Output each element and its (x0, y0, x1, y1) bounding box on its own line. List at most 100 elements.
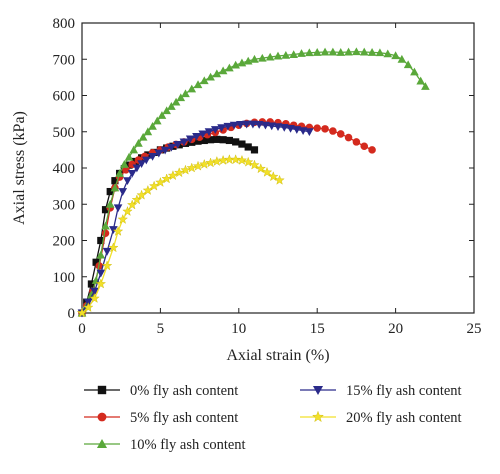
data-point (200, 136, 208, 145)
legend-item: 0% fly ash content (84, 383, 238, 399)
data-point (108, 242, 119, 253)
data-point (194, 137, 202, 145)
data-point (126, 199, 138, 210)
data-point (105, 199, 115, 208)
y-tick-label: 800 (53, 16, 76, 32)
data-point (142, 185, 154, 195)
data-point (321, 125, 329, 133)
y-tick-label: 600 (53, 89, 76, 105)
data-point (267, 122, 277, 131)
series-line (81, 121, 373, 314)
data-point (148, 121, 157, 130)
data-point (111, 177, 119, 185)
data-point (162, 106, 171, 115)
data-point (102, 247, 112, 256)
data-point (127, 169, 137, 178)
data-point (112, 225, 124, 236)
data-point (204, 128, 214, 137)
data-point (279, 123, 289, 132)
data-point (273, 123, 283, 131)
legend-label: 15% fly ash content (346, 383, 462, 399)
data-point (274, 174, 285, 185)
data-point (261, 166, 273, 177)
data-point (90, 287, 99, 296)
data-point (117, 214, 128, 224)
data-point (110, 183, 120, 192)
data-point (89, 293, 100, 303)
data-point (344, 133, 353, 142)
data-point (305, 48, 314, 57)
data-point (286, 125, 295, 133)
data-point (198, 130, 208, 139)
data-point (199, 76, 209, 85)
data-point (250, 146, 259, 154)
data-point (97, 236, 105, 245)
legend-marker (97, 385, 107, 395)
data-point (185, 135, 195, 144)
y-axis-ticks: 0 100 200 300 400 500 600 700 800 (53, 16, 474, 322)
data-point (383, 49, 393, 58)
data-point (154, 149, 164, 158)
data-point (397, 54, 407, 63)
data-point (359, 47, 369, 56)
data-point (213, 135, 221, 143)
data-point (148, 152, 157, 161)
data-point (217, 124, 226, 133)
data-point (167, 102, 176, 110)
data-point (248, 120, 258, 129)
x-tick-label: 20 (388, 321, 403, 337)
data-point (115, 169, 124, 177)
series-line (81, 50, 426, 314)
data-point (192, 133, 201, 141)
data-point (113, 204, 123, 213)
series-2 (77, 47, 430, 317)
data-point (223, 122, 233, 131)
data-point (173, 140, 182, 149)
data-point (161, 173, 172, 184)
data-point (143, 127, 153, 136)
y-tick-label: 500 (53, 125, 76, 141)
legend-marker (97, 412, 107, 422)
data-point (101, 206, 110, 214)
x-tick-label: 15 (310, 321, 325, 337)
data-point (416, 76, 426, 85)
data-point (258, 53, 267, 62)
data-point (123, 177, 132, 186)
data-point (132, 164, 142, 173)
data-point (243, 156, 254, 167)
data-point (129, 145, 139, 154)
data-point (118, 188, 128, 196)
data-point (268, 171, 279, 182)
legend-marker (96, 438, 108, 449)
plot-frame (81, 22, 475, 314)
data-point (261, 121, 270, 130)
data-point (410, 67, 419, 76)
legend-label: 10% fly ash content (130, 437, 246, 453)
y-tick-label: 200 (53, 234, 76, 250)
legend-label: 0% fly ash content (130, 383, 238, 399)
data-point (312, 48, 322, 56)
data-point (375, 48, 385, 57)
data-point (155, 177, 166, 187)
data-point (244, 143, 252, 151)
data-point (292, 126, 302, 134)
data-point (212, 69, 222, 78)
legend: 0% fly ash content 5% fly ash content 10% … (84, 383, 462, 453)
data-point (242, 120, 251, 129)
x-tick-label: 25 (467, 321, 482, 337)
data-point (238, 140, 246, 148)
legend-item: 20% fly ash content (300, 410, 462, 426)
legend-label: 20% fly ash content (346, 410, 462, 426)
legend-marker (312, 410, 324, 423)
data-point (101, 221, 110, 230)
data-point (249, 159, 260, 170)
series-layer (76, 47, 430, 318)
data-point (167, 143, 176, 152)
data-point (160, 146, 170, 155)
data-point (225, 63, 234, 72)
data-point (360, 142, 369, 151)
data-point (187, 84, 197, 93)
x-axis-title: Axial strain (%) (226, 347, 329, 364)
data-point (83, 302, 94, 312)
